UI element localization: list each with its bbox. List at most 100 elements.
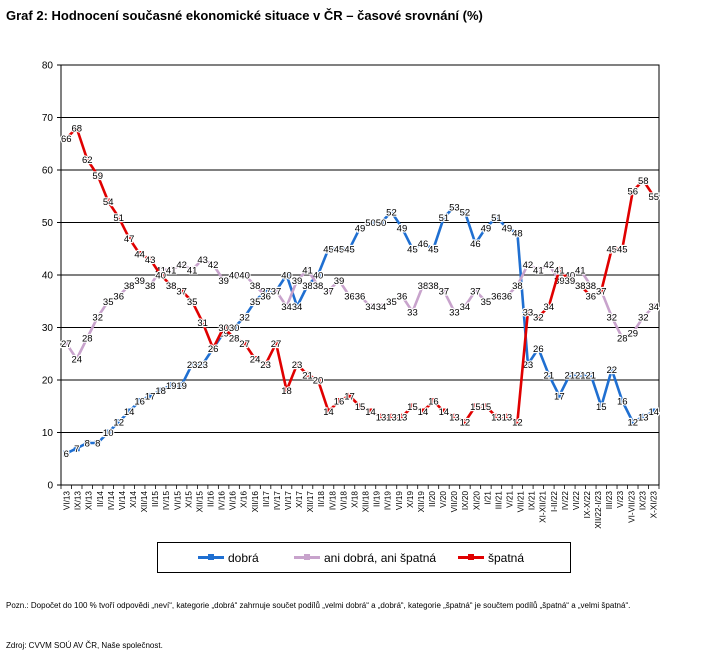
x-tick-label: XII/19 bbox=[417, 491, 426, 513]
series-2-data-label: 37 bbox=[176, 286, 187, 297]
series-2-point bbox=[178, 287, 185, 294]
x-tick-label: IV/18 bbox=[328, 491, 337, 511]
series-0-data-label: 49 bbox=[397, 223, 408, 234]
x-tick-label: III/23 bbox=[605, 491, 614, 510]
series-0-point bbox=[304, 282, 311, 289]
series-2-data-label: 14 bbox=[439, 407, 450, 418]
series-0-data-label: 49 bbox=[355, 223, 366, 234]
series-2-point bbox=[252, 356, 259, 362]
series-0-point bbox=[514, 230, 521, 236]
series-0-data-label: 21 bbox=[544, 370, 555, 381]
series-0-data-label: 19 bbox=[166, 381, 177, 392]
series-2-point bbox=[325, 408, 332, 415]
series-2-point bbox=[629, 188, 636, 194]
series-0-data-label: 30 bbox=[229, 323, 240, 334]
legend-item-ani: ani dobrá, ani špatná bbox=[294, 543, 436, 572]
series-0-data-label: 16 bbox=[617, 397, 628, 408]
series-1-data-label: 38 bbox=[124, 281, 135, 292]
series-0-point bbox=[619, 398, 626, 404]
series-0-data-label: 46 bbox=[470, 239, 481, 250]
x-tick-label: II/20 bbox=[428, 491, 437, 507]
series-1-point bbox=[608, 314, 615, 320]
series-2-point bbox=[94, 172, 101, 179]
x-tick-label: VI/19 bbox=[395, 491, 404, 511]
y-tick-label: 0 bbox=[47, 481, 53, 492]
series-1-data-label: 34 bbox=[648, 302, 659, 313]
x-tick-label: IX-X/22 bbox=[583, 491, 592, 519]
series-0-point bbox=[94, 440, 101, 446]
series-1-data-label: 32 bbox=[638, 313, 649, 324]
series-2-data-label: 26 bbox=[208, 344, 219, 355]
series-0-data-label: 22 bbox=[607, 365, 618, 376]
series-0-data-label: 19 bbox=[176, 381, 187, 392]
series-1-point bbox=[126, 282, 133, 289]
series-1-point bbox=[336, 277, 343, 284]
series-2-data-label: 30 bbox=[218, 323, 229, 334]
series-2-point bbox=[147, 256, 154, 263]
series-1-point bbox=[430, 282, 437, 289]
series-0-data-label: 45 bbox=[428, 244, 439, 255]
series-1-data-label: 40 bbox=[565, 271, 576, 282]
series-0-point bbox=[241, 314, 248, 320]
series-1-point bbox=[189, 266, 196, 273]
series-1-point bbox=[556, 277, 563, 284]
x-tick-label: IV/19 bbox=[384, 491, 393, 511]
series-0-point bbox=[294, 303, 301, 310]
series-0-data-label: 51 bbox=[439, 213, 450, 224]
series-2-data-label: 15 bbox=[407, 402, 418, 413]
series-2-data-label: 13 bbox=[376, 412, 387, 423]
series-2-data-label: 45 bbox=[617, 244, 628, 255]
chart-title: Graf 2: Hodnocení současné ekonomické si… bbox=[6, 8, 483, 23]
series-2-data-label: 12 bbox=[512, 418, 523, 429]
series-1-data-label: 41 bbox=[166, 265, 177, 276]
series-1-point bbox=[168, 266, 175, 273]
y-tick-label: 30 bbox=[42, 323, 54, 334]
series-2-data-label: 24 bbox=[250, 355, 261, 366]
series-2-data-label: 68 bbox=[71, 124, 82, 135]
series-1-data-label: 41 bbox=[575, 265, 586, 276]
series-2-point bbox=[346, 392, 353, 399]
series-1-data-label: 34 bbox=[460, 302, 471, 313]
series-1-point bbox=[252, 282, 259, 289]
legend-swatch-ani bbox=[294, 554, 320, 560]
series-2-data-label: 13 bbox=[386, 412, 397, 423]
series-1-point bbox=[315, 282, 322, 289]
series-2-point bbox=[367, 408, 374, 415]
series-2-point bbox=[63, 135, 70, 142]
series-0-point bbox=[315, 272, 322, 278]
x-tick-label: VII/20 bbox=[450, 491, 459, 513]
series-1-data-label: 41 bbox=[155, 265, 166, 276]
series-1-point bbox=[650, 303, 657, 310]
series-0-point bbox=[493, 214, 500, 221]
legend-label-dobra: dobrá bbox=[228, 550, 259, 565]
series-2-data-label: 59 bbox=[92, 171, 103, 182]
series-2-point bbox=[409, 403, 416, 410]
series-0-point bbox=[199, 361, 206, 368]
series-0-data-label: 45 bbox=[344, 244, 355, 255]
series-2-point bbox=[556, 266, 563, 273]
y-tick-label: 80 bbox=[42, 61, 54, 72]
series-0-point bbox=[136, 398, 143, 404]
series-2-data-label: 15 bbox=[481, 402, 492, 413]
series-2-data-label: 41 bbox=[554, 265, 565, 276]
series-0-data-label: 7 bbox=[74, 444, 79, 455]
series-0-point bbox=[283, 272, 290, 278]
series-0-data-label: 32 bbox=[239, 313, 250, 324]
series-2-data-label: 33 bbox=[523, 307, 534, 318]
series-0-point bbox=[147, 392, 154, 399]
series-1-point bbox=[231, 272, 238, 278]
x-tick-label: X/19 bbox=[406, 491, 415, 508]
series-2-data-label: 21 bbox=[302, 370, 313, 381]
series-0-point bbox=[472, 240, 479, 247]
series-2-point bbox=[283, 387, 290, 394]
series-2-point bbox=[419, 408, 426, 415]
series-2-data-label: 32 bbox=[533, 313, 544, 324]
series-1-data-label: 41 bbox=[302, 265, 313, 276]
x-tick-label: X-XI/23 bbox=[649, 491, 658, 519]
series-1-data-label: 27 bbox=[61, 339, 72, 350]
series-2-point bbox=[493, 413, 500, 420]
series-2-data-label: 54 bbox=[103, 197, 114, 208]
series-2-data-label: 44 bbox=[134, 250, 145, 261]
series-0-point bbox=[566, 371, 573, 378]
